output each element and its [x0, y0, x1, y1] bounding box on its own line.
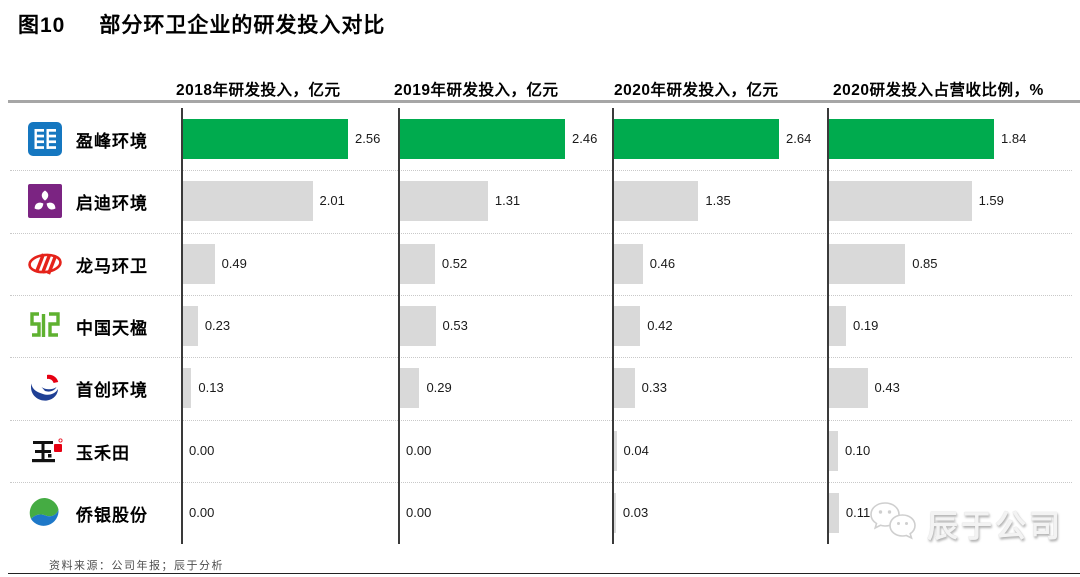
bar — [829, 243, 906, 284]
tianying-logo-icon — [30, 312, 60, 337]
company-row-longma: 龙马环卫 — [0, 233, 176, 295]
value-label: 0.43 — [874, 380, 900, 396]
value-label: 0.00 — [406, 504, 432, 520]
value-label: 0.85 — [912, 255, 938, 271]
bar — [829, 430, 838, 471]
row-separator — [10, 232, 1072, 234]
value-label: 2.01 — [319, 193, 345, 209]
company-name: 首创环境 — [76, 380, 148, 400]
bar — [829, 492, 839, 533]
bar — [614, 368, 635, 409]
bar — [183, 305, 198, 346]
bar-highlight — [829, 119, 994, 159]
company-row-yingfeng: 盈峰环境 — [0, 108, 176, 170]
column-header-2019: 2019年研发投入，亿元 — [394, 82, 559, 99]
value-label: 0.10 — [844, 442, 871, 458]
value-label: 2.46 — [572, 131, 598, 146]
value-label: 0.53 — [442, 317, 468, 333]
column-header-2020-ratio: 2020研发投入占营收比例，% — [833, 82, 1044, 99]
watermark: 辰于公司 — [868, 500, 1063, 546]
value-label: 0.19 — [853, 317, 879, 333]
bar — [400, 305, 436, 346]
company-name: 盈峰环境 — [76, 131, 148, 151]
value-label: 0.42 — [647, 317, 673, 333]
bar — [183, 243, 215, 284]
row-separator — [10, 294, 1072, 296]
bar — [400, 243, 435, 284]
row-separator — [10, 170, 1072, 172]
company-row-tianying: 中国天楹 — [0, 295, 176, 357]
company-row-qiaoyin: 侨银股份 — [0, 482, 176, 544]
column-axis-line — [612, 108, 614, 544]
qiaoyin-logo-icon — [29, 497, 59, 526]
bar-highlight — [183, 119, 348, 159]
value-label: 0.49 — [221, 255, 247, 271]
value-label: 0.00 — [189, 442, 215, 458]
bar — [829, 181, 972, 222]
value-label: 0.04 — [623, 442, 649, 458]
bar-highlight — [614, 119, 779, 159]
company-name: 玉禾田 — [76, 443, 130, 463]
value-label: 1.35 — [705, 193, 731, 209]
value-label: 0.33 — [641, 380, 667, 396]
bar — [614, 430, 617, 471]
value-label: 0.11 — [845, 504, 871, 520]
company-row-yuhetian: 玉禾田 — [0, 420, 176, 482]
column-header-2020: 2020年研发投入，亿元 — [614, 82, 779, 99]
watermark-text: 辰于公司 — [927, 508, 1063, 544]
wechat-icon — [870, 502, 916, 540]
row-separator — [10, 357, 1072, 359]
figure-label: 图10 — [18, 14, 66, 37]
bar-highlight — [400, 119, 565, 159]
value-label: 0.13 — [198, 380, 224, 396]
source-note: 资料来源：公司年报；辰于分析 — [49, 560, 224, 572]
value-label: 0.52 — [441, 255, 468, 271]
bar — [400, 181, 488, 222]
column-axis-line — [827, 108, 829, 544]
bar — [614, 181, 699, 222]
qidi-logo-icon — [28, 184, 62, 218]
bar — [614, 492, 616, 533]
value-label: 0.00 — [406, 442, 432, 458]
value-label: 1.31 — [494, 193, 521, 209]
row-separator — [10, 481, 1072, 483]
company-name: 启迪环境 — [76, 193, 148, 213]
company-row-qidi: 启迪环境 — [0, 170, 176, 232]
bar — [614, 243, 643, 284]
bar — [829, 305, 847, 346]
figure-title: 图10 部分环卫企业的研发投入对比 — [18, 9, 385, 39]
value-label: 2.56 — [355, 131, 381, 146]
bar — [829, 368, 868, 409]
yuhetian-logo-icon — [32, 438, 63, 463]
column-header-2018: 2018年研发投入，亿元 — [176, 82, 341, 99]
bottom-rule — [8, 573, 1080, 574]
value-label: 1.84 — [1001, 131, 1027, 146]
column-axis-line — [398, 108, 400, 544]
company-name: 中国天楹 — [76, 318, 148, 338]
bar — [614, 305, 641, 346]
value-label: 0.29 — [426, 380, 452, 396]
company-name: 龙马环卫 — [76, 256, 148, 276]
bar — [400, 368, 420, 409]
bar — [183, 368, 192, 409]
figure-title-text: 部分环卫企业的研发投入对比 — [99, 14, 386, 37]
value-label: 1.59 — [978, 193, 1004, 209]
value-label: 0.46 — [649, 255, 676, 271]
longma-logo-icon — [28, 253, 62, 275]
company-row-shouchuang: 首创环境 — [0, 357, 176, 419]
value-label: 0.23 — [204, 317, 231, 333]
column-axis-line — [181, 108, 183, 544]
company-name: 侨银股份 — [76, 505, 148, 525]
value-label: 2.64 — [786, 131, 812, 146]
bar — [183, 181, 313, 222]
row-separator — [10, 419, 1072, 421]
yingfeng-logo-icon — [28, 122, 62, 156]
header-divider — [8, 100, 1080, 103]
value-label: 0.03 — [622, 504, 649, 520]
value-label: 0.00 — [189, 504, 215, 520]
shouchuang-logo-icon — [31, 374, 59, 401]
